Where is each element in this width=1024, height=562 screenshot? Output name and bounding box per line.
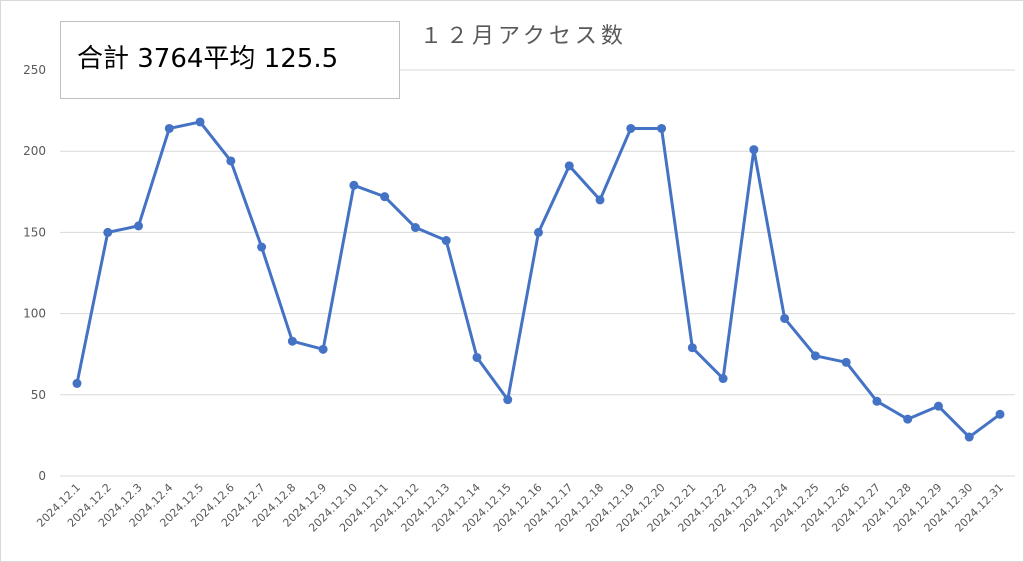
summary-box: 合計 3764平均 125.5 [60,21,400,99]
data-point [626,123,636,133]
y-tick-label: 0 [38,469,46,483]
data-point [933,401,943,411]
x-axis-ticks: 2024.12.12024.12.22024.12.32024.12.42024… [34,481,1006,535]
data-point [595,195,605,205]
data-point [195,117,205,127]
data-point [287,336,297,346]
series-access-count [72,117,1005,442]
data-point [134,221,144,231]
data-point [441,236,451,246]
data-point [749,145,759,155]
data-point [226,156,236,166]
gridlines [60,69,1015,477]
y-tick-label: 200 [23,144,46,158]
data-point [380,192,390,202]
y-tick-label: 100 [23,307,46,321]
data-point [687,343,697,353]
data-point [995,409,1005,419]
data-point [257,242,267,252]
y-axis-ticks: 0 50 100 150 200 250 [23,63,46,483]
data-point [503,395,513,405]
data-point [718,374,728,384]
data-point [349,180,359,190]
data-point [410,223,420,233]
data-point [780,313,790,323]
chart-title: １２月アクセス数 [420,24,627,49]
data-point [657,123,667,133]
data-point [103,227,113,237]
summary-text: 合計 3764平均 125.5 [77,44,339,74]
data-point [564,161,574,171]
data-point [872,396,882,406]
data-point [472,352,482,362]
data-point [841,357,851,367]
series-line [75,120,1001,439]
data-point [903,414,913,424]
data-point [72,378,82,388]
data-point [164,123,174,133]
data-point [964,432,974,442]
y-tick-label: 250 [23,63,46,77]
data-point [534,227,543,237]
data-point [810,351,820,361]
data-point [318,344,328,354]
y-tick-label: 150 [23,225,46,239]
y-tick-label: 50 [31,388,46,402]
